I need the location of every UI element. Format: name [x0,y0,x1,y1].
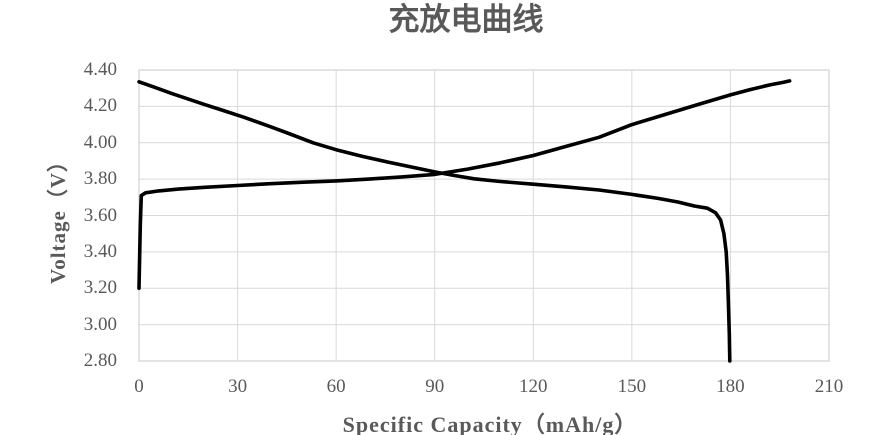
charge-curve [137,79,792,290]
x-tick-label: 0 [134,376,144,397]
y-tick-label: 3.80 [83,168,117,190]
y-tick-label: 4.40 [83,59,117,80]
y-tick-label: 3.40 [83,240,117,262]
x-tick-label: 60 [326,376,346,397]
y-tick-label: 3.60 [83,204,117,226]
x-tick-label: 210 [814,376,844,397]
y-tick-label: 3.20 [83,277,117,299]
chart-title: 充放电曲线 [388,2,544,37]
x-tick-label: 120 [519,376,548,397]
y-tick-label: 2.80 [83,350,117,371]
y-tick-label: 3.00 [83,313,117,335]
y-tick-label: 4.00 [83,131,117,153]
x-tick-label: 180 [716,376,745,397]
discharge-curve [137,80,732,363]
x-tick-label: 90 [425,376,445,397]
y-tick-label: 4.20 [83,95,117,117]
x-axis-title: Specific Capacity（mAh/g） [342,412,638,435]
x-tick-label: 150 [617,376,647,397]
x-tick-label: 30 [228,376,248,397]
